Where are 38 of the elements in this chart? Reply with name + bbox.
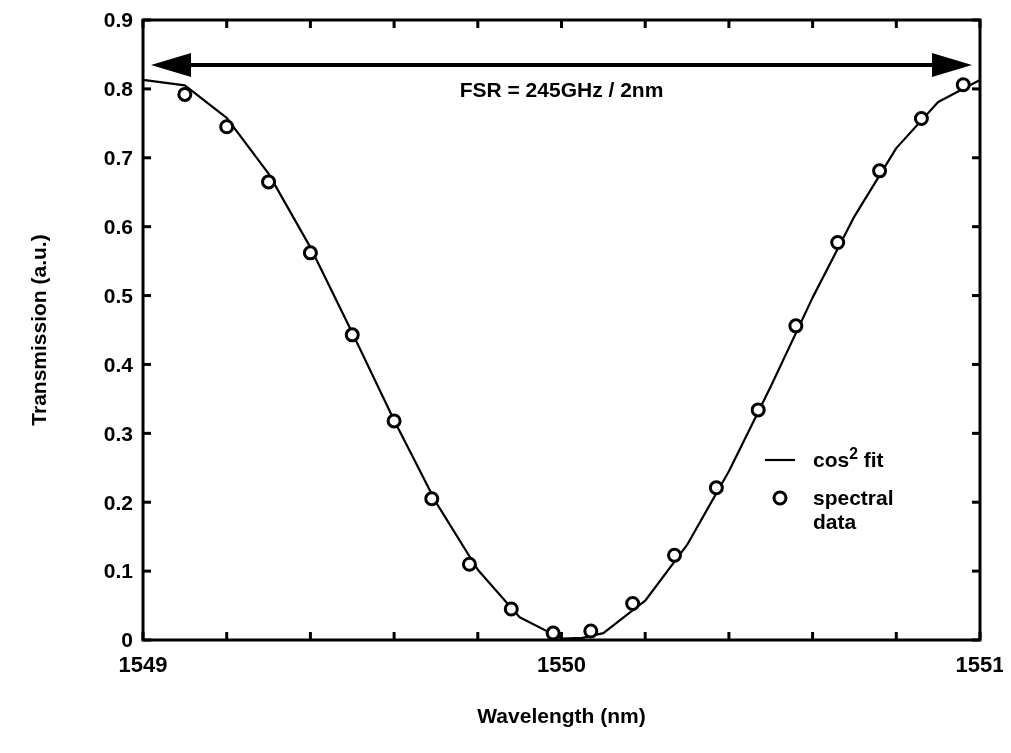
point bbox=[302, 245, 318, 261]
y-tick-label: 0.3 bbox=[103, 421, 133, 445]
x-tick-label: 1550 bbox=[537, 652, 586, 677]
point bbox=[386, 413, 402, 429]
legend-label: spectral data bbox=[813, 486, 894, 534]
point bbox=[344, 327, 360, 343]
point bbox=[545, 625, 561, 641]
point bbox=[788, 318, 804, 334]
y-tick-label: 0.8 bbox=[103, 77, 134, 101]
y-tick-label: 0 bbox=[121, 628, 133, 652]
point bbox=[667, 547, 682, 563]
annotation: FSR = 245GHz / 2nm bbox=[459, 78, 664, 101]
y-tick-label: 0.5 bbox=[103, 283, 134, 307]
x-tick-label: 1551 bbox=[955, 652, 1005, 677]
point bbox=[503, 601, 519, 617]
y-tick-label: 0.4 bbox=[103, 352, 134, 376]
y-tick-label: 0.9 bbox=[103, 8, 133, 32]
point bbox=[424, 491, 440, 507]
point bbox=[625, 595, 641, 611]
point bbox=[872, 163, 888, 179]
point bbox=[219, 119, 235, 135]
y-axis-title: Transmission (a.u.) bbox=[27, 234, 50, 426]
x-tick-label: 1549 bbox=[118, 652, 168, 677]
point bbox=[830, 235, 846, 251]
point bbox=[261, 174, 277, 190]
point bbox=[461, 556, 477, 572]
y-tick-label: 0.2 bbox=[103, 490, 133, 514]
point bbox=[583, 623, 599, 639]
y-tick-label: 0.7 bbox=[103, 146, 133, 170]
point bbox=[750, 402, 766, 418]
y-tick-label: 0.6 bbox=[103, 215, 133, 239]
x-axis-title: Wavelength (nm) bbox=[477, 704, 646, 727]
point bbox=[177, 86, 193, 102]
point bbox=[708, 480, 724, 496]
legend-label: cos$^{2}$ fit bbox=[813, 444, 884, 472]
point bbox=[955, 77, 971, 93]
y-tick-label: 0.1 bbox=[103, 559, 134, 583]
point bbox=[913, 111, 929, 127]
